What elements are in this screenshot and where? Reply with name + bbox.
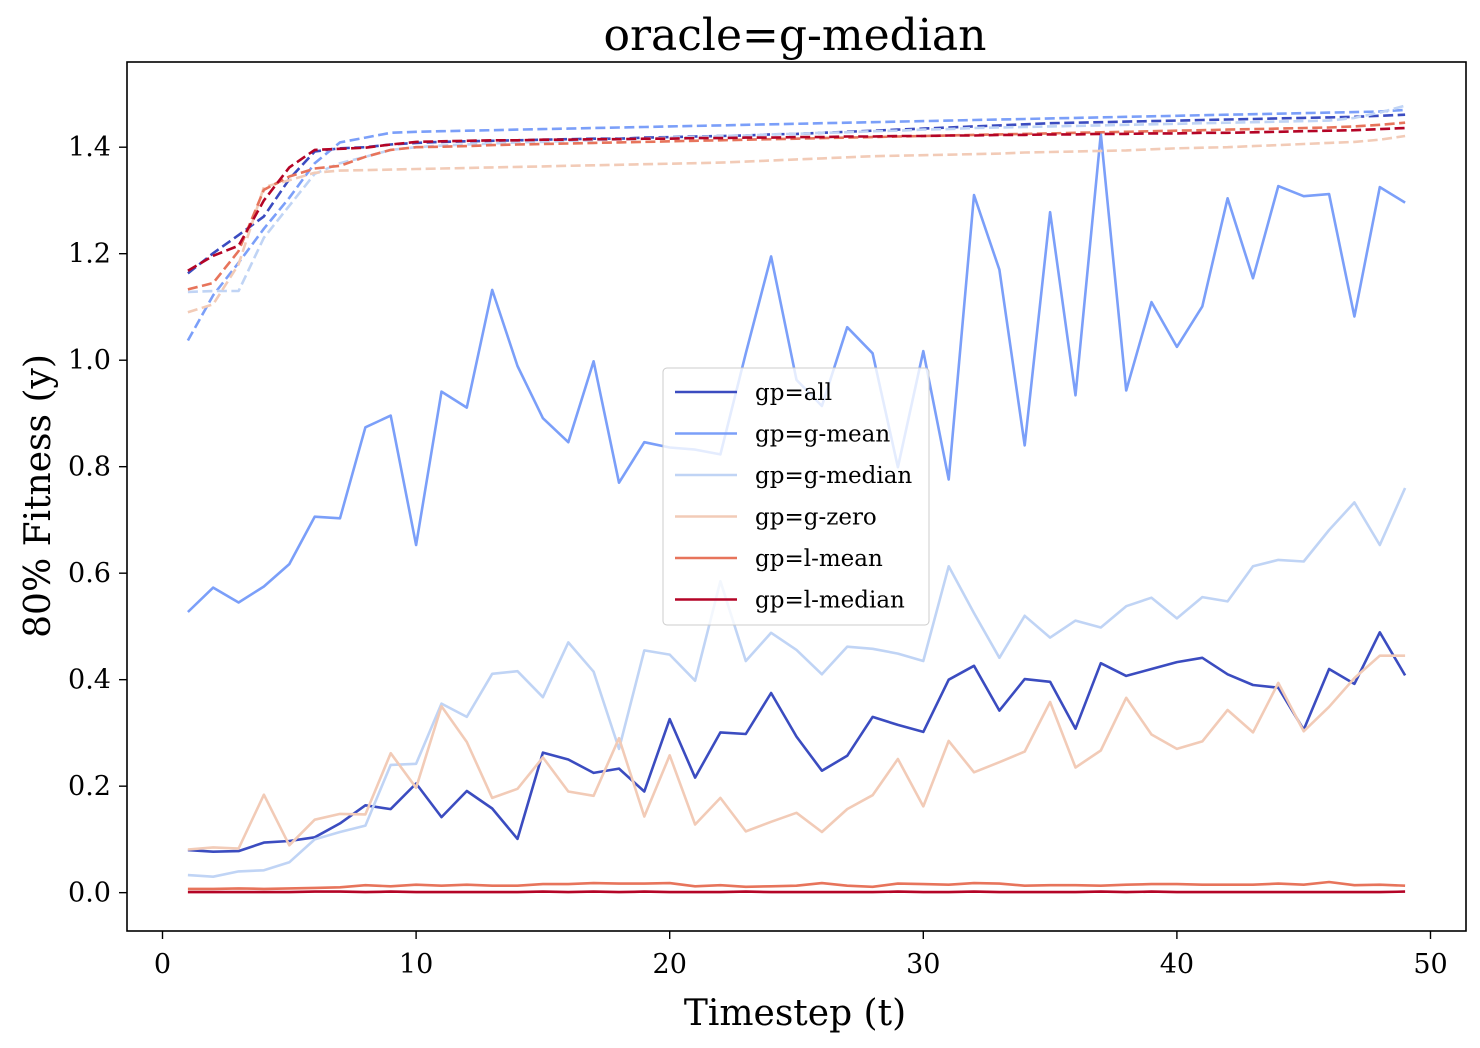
x-tick-label: 30	[906, 949, 940, 980]
plot-frame	[126, 61, 1467, 932]
legend-label: gp=g-mean	[755, 422, 890, 448]
x-tick-label: 20	[653, 949, 687, 980]
series-line-gp-g-zero	[187, 654, 1406, 851]
legend: gp=all gp=g-mean gp=g-median gp=g-zero gp=l-…	[662, 367, 930, 626]
y-axis-label: 80% Fitness (y)	[18, 354, 59, 638]
y-tick-label: 0.4	[68, 665, 111, 696]
y-axis: 0.0 0.2 0.4 0.6 0.8 1.0 1.2 1.4	[68, 132, 127, 909]
legend-label: gp=g-median	[755, 463, 912, 489]
x-axis-label: Timestep (t)	[684, 993, 906, 1034]
y-tick-label: 1.4	[68, 132, 111, 163]
legend-box	[662, 367, 930, 626]
x-tick-label: 0	[154, 949, 171, 980]
series-line-dashed-6	[187, 113, 1406, 275]
series-line-dashed-11	[187, 126, 1406, 272]
legend-label: gp=all	[755, 380, 832, 406]
x-axis: 0 10 20 30 40 50	[154, 931, 1448, 980]
legend-label: gp=l-median	[755, 588, 905, 614]
x-tick-label: 10	[399, 949, 433, 980]
x-tick-label: 40	[1160, 949, 1194, 980]
y-tick-label: 1.2	[68, 239, 111, 270]
series-line-gp-g-median	[187, 487, 1407, 878]
chart-title: oracle=g-median	[604, 10, 987, 61]
y-tick-label: 0.8	[68, 452, 111, 483]
series-layer	[186, 104, 1407, 894]
y-tick-label: 0.0	[68, 878, 111, 909]
x-tick-label: 50	[1413, 949, 1447, 980]
y-tick-label: 0.2	[68, 771, 111, 802]
series-line-gp-l-median	[187, 890, 1406, 894]
series-line-dashed-9	[187, 134, 1406, 314]
legend-label: gp=g-zero	[755, 505, 877, 531]
series-line-gp-l-mean	[187, 880, 1406, 891]
y-tick-label: 1.0	[68, 345, 111, 376]
y-tick-label: 0.6	[68, 558, 111, 589]
series-line-dashed-10	[187, 121, 1406, 291]
legend-label: gp=l-mean	[755, 546, 883, 572]
series-line-gp-all	[187, 631, 1407, 853]
